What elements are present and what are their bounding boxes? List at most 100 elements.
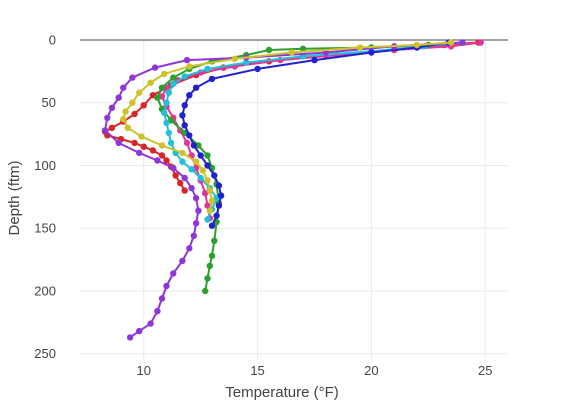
data-point: [215, 182, 223, 189]
data-point: [204, 275, 211, 282]
series-line: [122, 41, 453, 212]
series-6: [101, 39, 466, 341]
data-point: [108, 104, 116, 112]
data-point: [163, 99, 170, 106]
data-point: [183, 139, 191, 147]
data-point: [149, 147, 157, 154]
y-tick-label: 100: [34, 158, 56, 173]
data-point: [204, 216, 211, 223]
data-point: [181, 73, 188, 80]
data-point: [217, 192, 225, 199]
data-point: [265, 46, 273, 54]
data-point: [138, 133, 145, 140]
data-point: [170, 270, 177, 277]
x-tick-label: 10: [137, 363, 151, 378]
data-point: [202, 287, 209, 295]
data-point: [181, 102, 188, 109]
data-point: [136, 149, 143, 157]
data-point: [208, 197, 216, 204]
y-tick-label: 250: [34, 346, 56, 361]
data-point: [183, 56, 191, 64]
data-point: [163, 119, 170, 127]
y-tick-label: 200: [34, 283, 56, 298]
data-point: [204, 162, 211, 169]
data-point: [197, 174, 204, 182]
data-point: [161, 70, 168, 78]
data-point: [477, 39, 484, 46]
data-point: [413, 41, 421, 49]
data-point: [299, 45, 307, 52]
series-7: [120, 39, 455, 214]
data-point: [108, 124, 116, 131]
data-point: [181, 122, 188, 129]
grid: [80, 40, 508, 360]
data-point: [158, 142, 166, 149]
data-point: [170, 164, 177, 172]
data-point: [120, 84, 127, 91]
data-point: [447, 39, 455, 46]
data-point: [188, 166, 195, 173]
data-point: [179, 158, 186, 165]
data-point: [204, 152, 211, 159]
data-point: [208, 75, 216, 83]
data-point: [165, 129, 172, 137]
data-point: [147, 320, 154, 327]
x-tick-label: 25: [478, 363, 492, 378]
series-line: [104, 41, 464, 339]
data-point: [140, 102, 147, 109]
data-point: [179, 257, 186, 265]
series-5: [179, 39, 452, 229]
data-point: [172, 172, 179, 179]
data-point: [195, 142, 202, 149]
data-point: [163, 157, 170, 164]
data-point: [124, 124, 131, 131]
data-point: [197, 152, 204, 159]
y-tick-labels: 0 50 100 150 200 250: [34, 33, 56, 362]
data-point: [158, 295, 166, 302]
data-point: [195, 207, 202, 214]
data-point: [154, 157, 161, 164]
data-point: [243, 59, 250, 66]
data-point: [170, 80, 177, 88]
data-point: [192, 220, 200, 227]
data-point: [215, 202, 223, 209]
data-point: [208, 252, 216, 259]
data-point: [192, 84, 200, 91]
data-point: [163, 282, 170, 290]
data-point: [129, 74, 136, 81]
data-point: [158, 152, 166, 159]
data-point: [192, 158, 200, 165]
series-1: [101, 39, 482, 194]
data-point: [104, 114, 111, 122]
data-point: [311, 56, 318, 64]
y-tick-label: 150: [34, 221, 56, 236]
series-group: [101, 39, 484, 341]
data-point: [192, 194, 200, 202]
data-point: [179, 149, 186, 157]
data-point: [211, 172, 218, 179]
data-point: [131, 139, 138, 147]
data-point: [126, 334, 134, 341]
data-point: [206, 207, 213, 214]
data-point: [154, 94, 161, 101]
data-point: [158, 84, 166, 91]
data-point: [190, 232, 197, 239]
data-point: [186, 92, 193, 99]
data-point: [140, 143, 147, 150]
x-tick-label: 15: [250, 363, 264, 378]
data-point: [356, 44, 364, 51]
data-point: [186, 63, 193, 70]
data-point: [154, 307, 161, 315]
data-point: [136, 89, 143, 96]
data-point: [204, 202, 211, 209]
data-point: [165, 89, 172, 96]
data-point: [177, 179, 184, 187]
data-point: [254, 65, 261, 73]
data-point: [186, 245, 193, 252]
series-line: [156, 41, 464, 292]
data-point: [170, 74, 177, 81]
y-tick-label: 0: [49, 33, 56, 48]
data-point: [122, 108, 129, 115]
data-point: [115, 139, 122, 147]
